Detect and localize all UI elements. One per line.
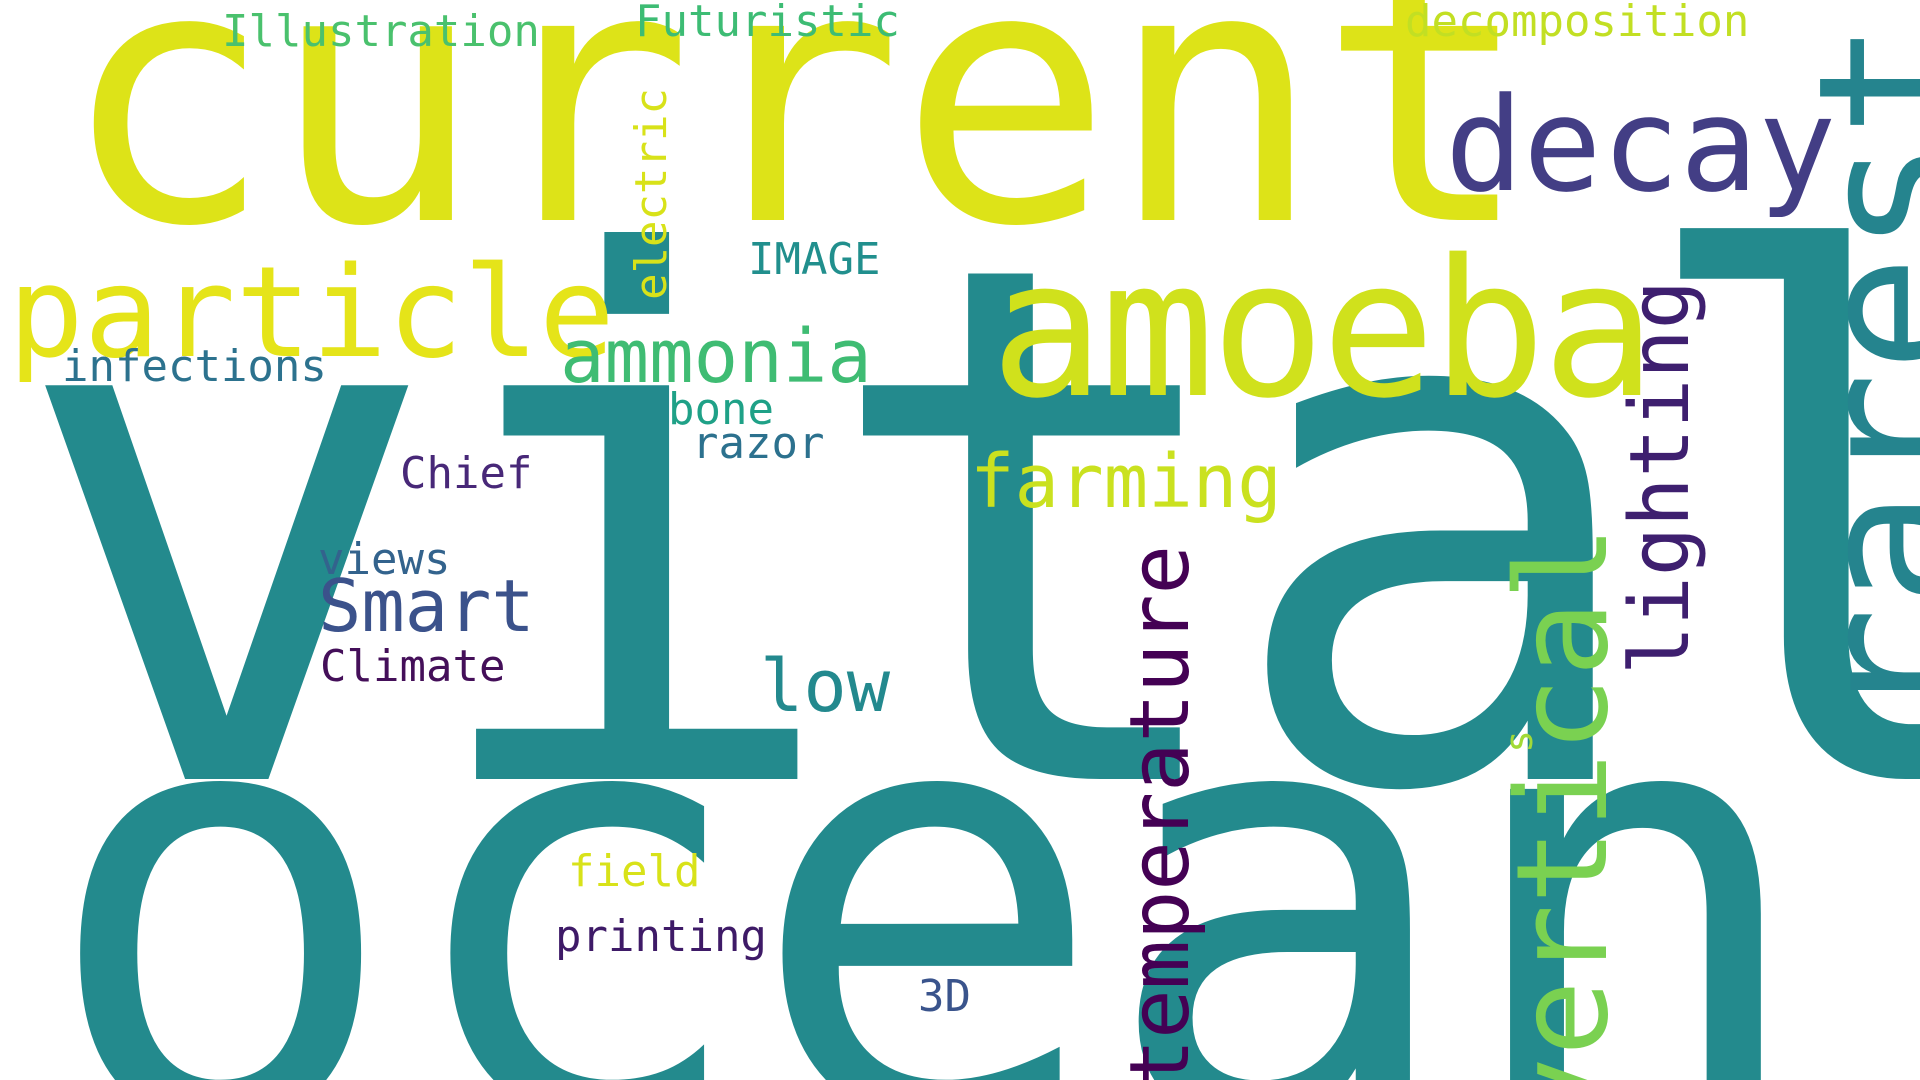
word-decay: decay: [1445, 69, 1837, 221]
word-razor: razor: [692, 418, 825, 469]
word-electric: electric: [626, 88, 677, 300]
word-ocean: ocean: [40, 560, 1814, 1080]
word-climate: Climate: [320, 641, 506, 692]
word-futuristic: Futuristic: [635, 0, 900, 47]
word-vital: vital: [10, 111, 1920, 949]
word-temperature: temperature: [1113, 545, 1208, 1080]
word-infections: infections: [62, 341, 327, 392]
word-low: low: [760, 644, 891, 728]
word-smart: Smart: [318, 564, 535, 648]
word-image: IMAGE: [748, 234, 881, 285]
word-current: current: [60, 0, 1532, 304]
word-chief: Chief: [400, 448, 533, 499]
word-lighting: lighting: [1613, 280, 1708, 675]
word-decomposition: decomposition: [1405, 0, 1750, 47]
word-field: field: [568, 846, 701, 897]
word-s: s: [1497, 730, 1541, 753]
word-illustration: Illustration: [222, 6, 540, 57]
word-ammonia: ammonia: [560, 314, 872, 400]
word-vertical: vertical: [1489, 525, 1636, 1080]
word-views: views: [318, 534, 451, 585]
word-bone: bone: [668, 384, 774, 435]
word-particle: particle: [8, 239, 615, 386]
word-3d: 3D: [918, 971, 971, 1022]
word-amoeba: amoeba: [990, 219, 1656, 440]
word-printing: printing: [555, 911, 767, 962]
word-farming: farming: [970, 439, 1282, 525]
